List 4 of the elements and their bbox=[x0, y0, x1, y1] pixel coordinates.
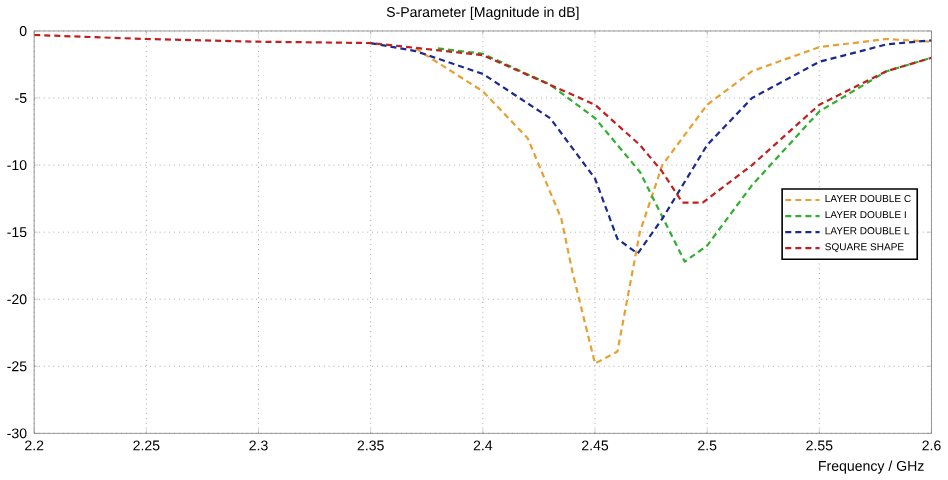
line-series bbox=[34, 33, 932, 204]
line-series bbox=[436, 47, 932, 263]
line-series bbox=[369, 39, 932, 255]
line-series bbox=[414, 37, 932, 365]
